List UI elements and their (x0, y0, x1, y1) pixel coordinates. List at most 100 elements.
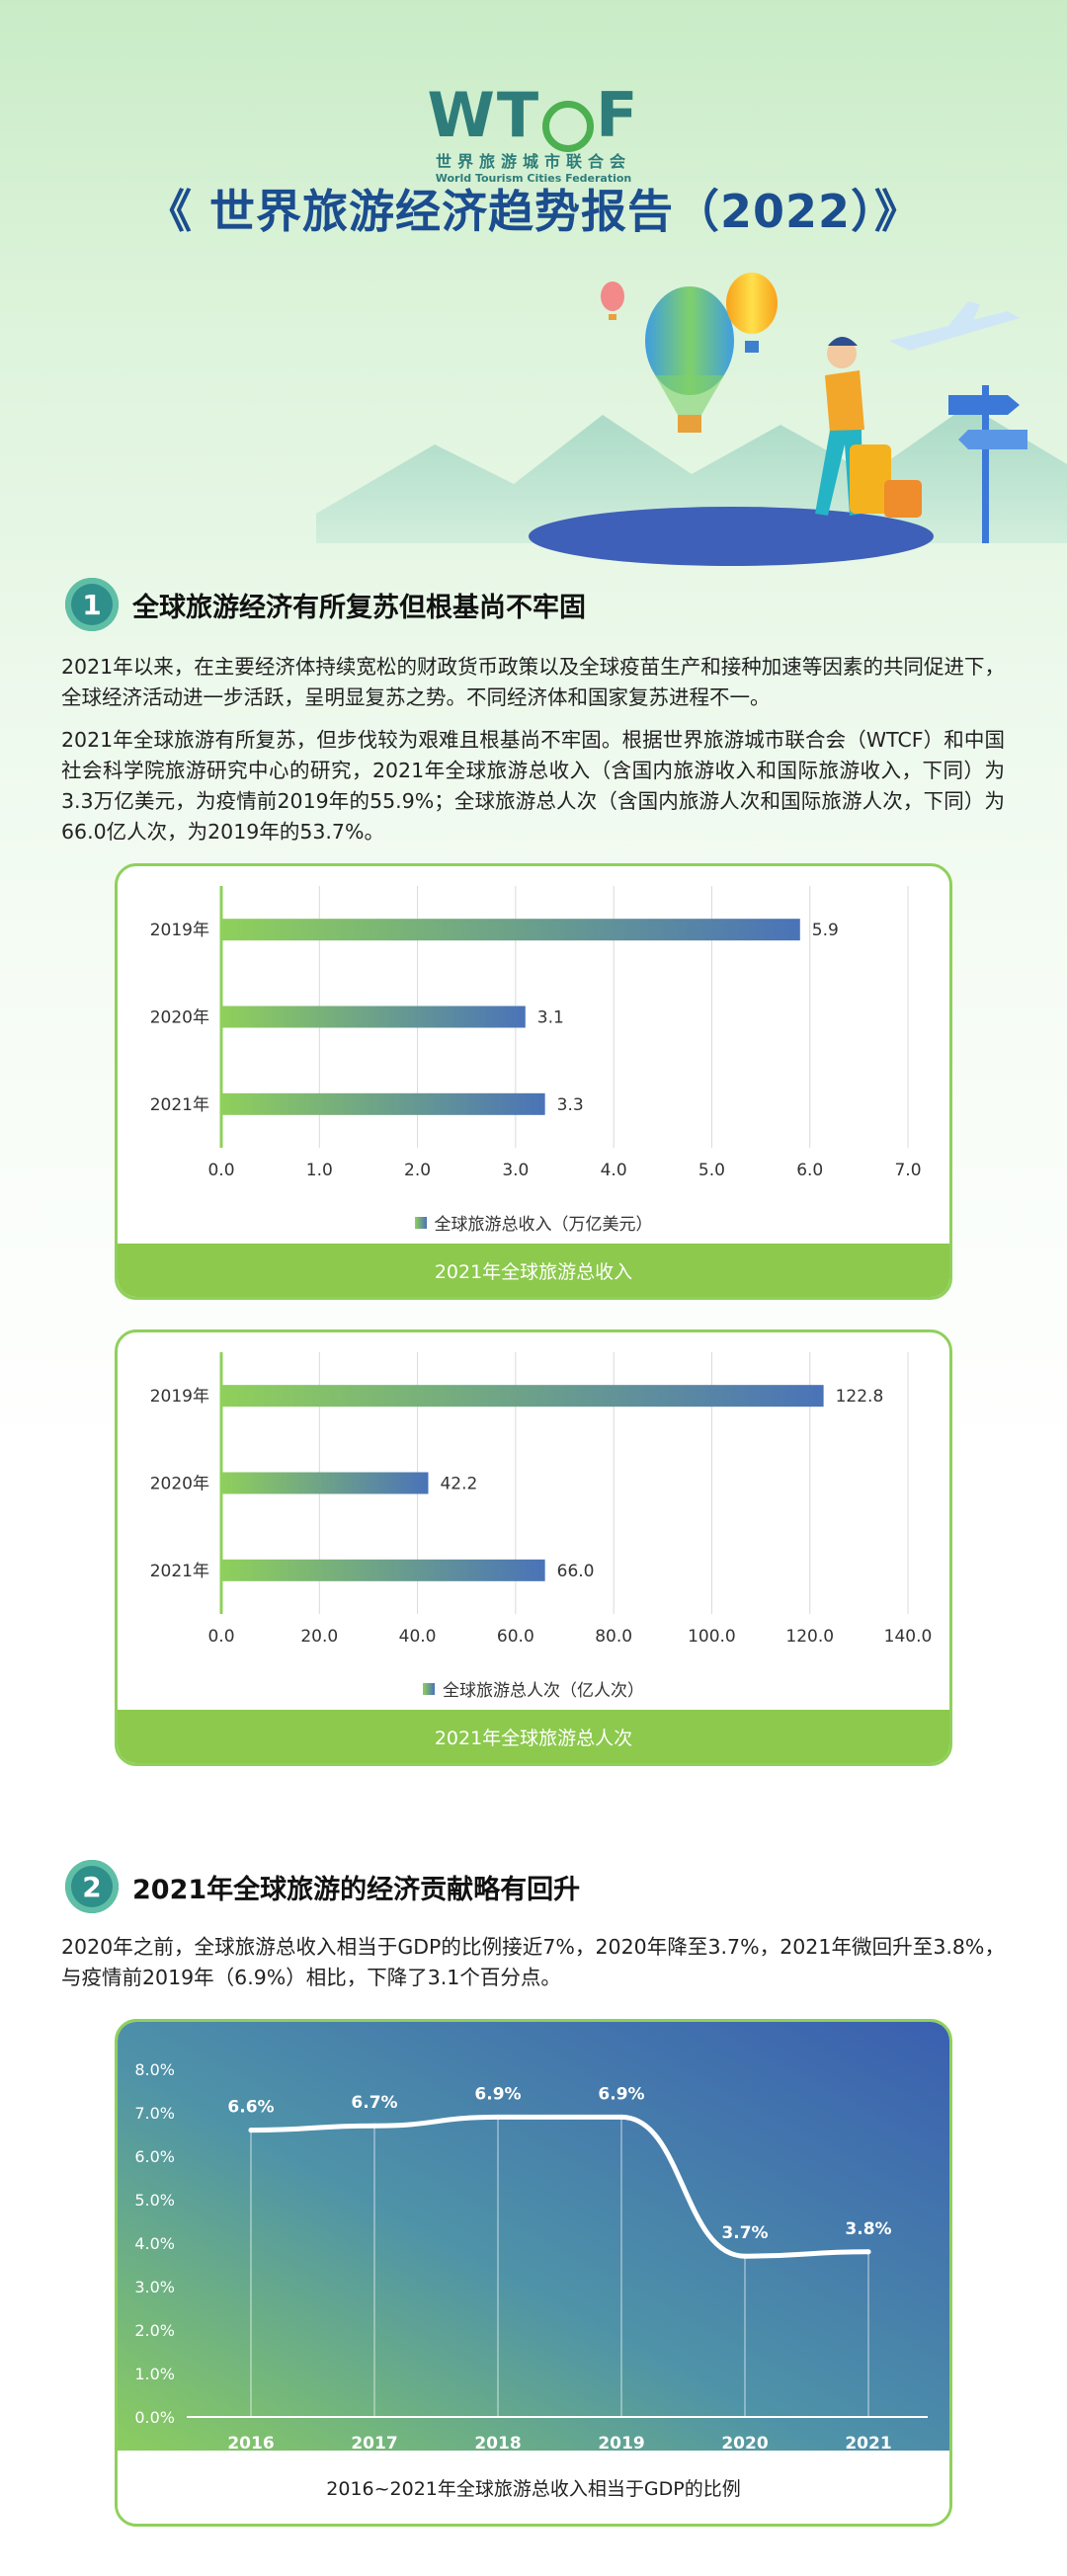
revenue-category-label: 2021年 (150, 1095, 209, 1115)
gdp-value-label: 6.9% (474, 2084, 521, 2104)
revenue-category-label: 2019年 (150, 921, 209, 940)
section-1-header: 1 全球旅游经济有所复苏但根基尚不牢固 (65, 577, 1004, 632)
visits-x-tick-label: 20.0 (300, 1627, 338, 1647)
traveler-figure (815, 337, 922, 518)
travel-illustration (316, 273, 1067, 566)
wtcf-logo: WTCF 世界旅游城市联合会 World Tourism Cities Fede… (0, 79, 1067, 186)
gdp-data-point (248, 2128, 254, 2133)
gdp-y-tick-label: 8.0% (134, 2060, 175, 2079)
revenue-chart-caption: 2021年全球旅游总收入 (118, 1244, 949, 1297)
gdp-value-label: 3.7% (721, 2223, 768, 2243)
gdp-x-tick-label: 2016 (227, 2434, 274, 2454)
section-2-title: 2021年全球旅游的经济贡献略有回升 (132, 1874, 581, 1905)
visits-chart-legend: 全球旅游总人次（亿人次） (118, 1676, 949, 1701)
section-1-paragraph-1: 2021年以来，在主要经济体持续宽松的财政货币政策以及全球疫苗生产和接种加速等因… (61, 655, 1005, 709)
revenue-x-tick-label: 4.0 (601, 1161, 627, 1180)
revenue-x-tick-label: 1.0 (306, 1161, 333, 1180)
visits-bar (221, 1385, 824, 1408)
visits-legend-label: 全球旅游总人次（亿人次） (443, 1681, 644, 1701)
revenue-bar-chart: 0.0 1.0 2.0 3.0 4.0 5.0 6.0 7.0 2019年 5.9 2020年 3.1… (150, 886, 922, 1180)
airplane-icon (889, 301, 1020, 351)
section-1-number-badge: 1 (65, 578, 119, 631)
gdp-y-tick-label: 1.0% (134, 2365, 175, 2383)
section-1: 1 全球旅游经济有所复苏但根基尚不牢固 (65, 577, 1004, 632)
revenue-x-tick-label: 2.0 (404, 1161, 431, 1180)
visits-chart-caption: 2021年全球旅游总人次 (118, 1710, 949, 1763)
gdp-value-label: 6.9% (598, 2084, 644, 2104)
visits-x-tick-label: 140.0 (884, 1627, 933, 1647)
revenue-x-tick-label: 7.0 (894, 1161, 921, 1180)
revenue-x-tick-label: 6.0 (796, 1161, 823, 1180)
gdp-ratio-chart-card: 0.0% 1.0% 2.0% 3.0% 4.0% 5.0% 6.0% 7.0% 8.0% 2016… (115, 2019, 952, 2527)
visits-bar-chart: 0.0 20.0 40.0 60.0 80.0 100.0 120.0 140.0 2019年 1… (150, 1352, 933, 1647)
hot-air-balloon-tiny (601, 282, 624, 320)
revenue-bar (221, 1092, 545, 1115)
gdp-y-tick-label: 4.0% (134, 2234, 175, 2253)
visits-value-label: 66.0 (557, 1562, 595, 1581)
gdp-y-tick-label: 0.0% (134, 2408, 175, 2427)
gdp-y-tick-label: 2.0% (134, 2321, 175, 2340)
visits-category-label: 2019年 (150, 1387, 209, 1407)
gdp-ratio-line (248, 2114, 871, 2259)
gdp-x-tick-label: 2017 (351, 2434, 397, 2454)
gdp-ratio-chart-caption: 2016~2021年全球旅游总收入相当于GDP的比例 (118, 2451, 949, 2524)
section-2: 2 2021年全球旅游的经济贡献略有回升 (65, 1859, 1004, 1914)
section-1-paragraph-2: 2021年全球旅游有所复苏，但步伐较为艰难且根基尚不牢固。根据世界旅游城市联合会… (61, 728, 1005, 844)
revenue-chart-card: 0.0 1.0 2.0 3.0 4.0 5.0 6.0 7.0 2019年 5.9 2020年 3.1… (115, 863, 952, 1300)
gdp-x-tick-label: 2020 (721, 2434, 768, 2454)
gdp-x-tick-label: 2019 (598, 2434, 644, 2454)
gdp-y-tick-label: 5.0% (134, 2191, 175, 2210)
logo-chinese-name: 世界旅游城市联合会 (435, 152, 631, 171)
visits-x-tick-label: 100.0 (688, 1627, 736, 1647)
gdp-x-tick-label: 2018 (474, 2434, 521, 2454)
logo-english-name: World Tourism Cities Federation (435, 172, 632, 185)
revenue-value-label: 3.3 (557, 1095, 584, 1115)
visits-x-tick-label: 80.0 (595, 1627, 632, 1647)
hot-air-balloon-small (726, 273, 778, 353)
hot-air-balloon-large (645, 286, 734, 433)
visits-bar (221, 1472, 429, 1494)
section-2-header: 2 2021年全球旅游的经济贡献略有回升 (65, 1859, 1004, 1914)
section-2-paragraph: 2020年之前，全球旅游总收入相当于GDP的比例接近7%，2020年降至3.7%… (61, 1935, 1005, 1989)
legend-swatch (423, 1682, 435, 1695)
visits-bar (221, 1559, 545, 1581)
revenue-legend-label: 全球旅游总收入（万亿美元） (434, 1215, 653, 1235)
page-title: 《 世界旅游经济趋势报告（2022）》 (145, 185, 922, 238)
revenue-chart-legend: 全球旅游总收入（万亿美元） (118, 1210, 949, 1235)
gdp-x-tick-label: 2021 (845, 2434, 891, 2454)
visits-chart-card: 0.0 20.0 40.0 60.0 80.0 100.0 120.0 140.0 2019年 1… (115, 1329, 952, 1766)
visits-x-tick-label: 120.0 (785, 1627, 834, 1647)
gdp-y-tick-label: 3.0% (134, 2278, 175, 2296)
gdp-data-point (742, 2253, 748, 2259)
visits-category-label: 2021年 (150, 1562, 209, 1581)
revenue-bar (221, 919, 800, 941)
gdp-data-point (495, 2114, 501, 2120)
ground-ellipse (529, 507, 934, 566)
gdp-data-point (371, 2123, 377, 2129)
logo-wordmark: WTCF (427, 79, 640, 152)
visits-value-label: 122.8 (836, 1387, 884, 1407)
revenue-bar (221, 1006, 526, 1028)
revenue-category-label: 2020年 (150, 1008, 209, 1028)
revenue-value-label: 3.1 (537, 1008, 564, 1028)
revenue-x-tick-label: 3.0 (502, 1161, 529, 1180)
gdp-ratio-line-chart: 0.0% 1.0% 2.0% 3.0% 4.0% 5.0% 6.0% 7.0% 8.0% 2016… (118, 2022, 949, 2471)
gdp-chart-background (118, 2022, 949, 2471)
gdp-value-label: 6.7% (351, 2093, 397, 2113)
visits-x-tick-label: 40.0 (399, 1627, 437, 1647)
visits-x-tick-label: 0.0 (207, 1627, 234, 1647)
gdp-data-point (618, 2114, 624, 2120)
revenue-value-label: 5.9 (812, 921, 839, 940)
revenue-x-tick-label: 0.0 (207, 1161, 234, 1180)
legend-swatch (414, 1216, 427, 1229)
signpost-icon (948, 385, 1027, 543)
gdp-data-point (865, 2249, 871, 2255)
gdp-y-tick-label: 7.0% (134, 2104, 175, 2123)
visits-value-label: 42.2 (440, 1475, 477, 1494)
section-2-number-badge: 2 (65, 1860, 119, 1913)
visits-category-label: 2020年 (150, 1475, 209, 1494)
visits-x-tick-label: 60.0 (497, 1627, 534, 1647)
gdp-y-tick-label: 6.0% (134, 2147, 175, 2166)
gdp-value-label: 6.6% (227, 2098, 274, 2118)
gdp-value-label: 3.8% (845, 2219, 891, 2239)
